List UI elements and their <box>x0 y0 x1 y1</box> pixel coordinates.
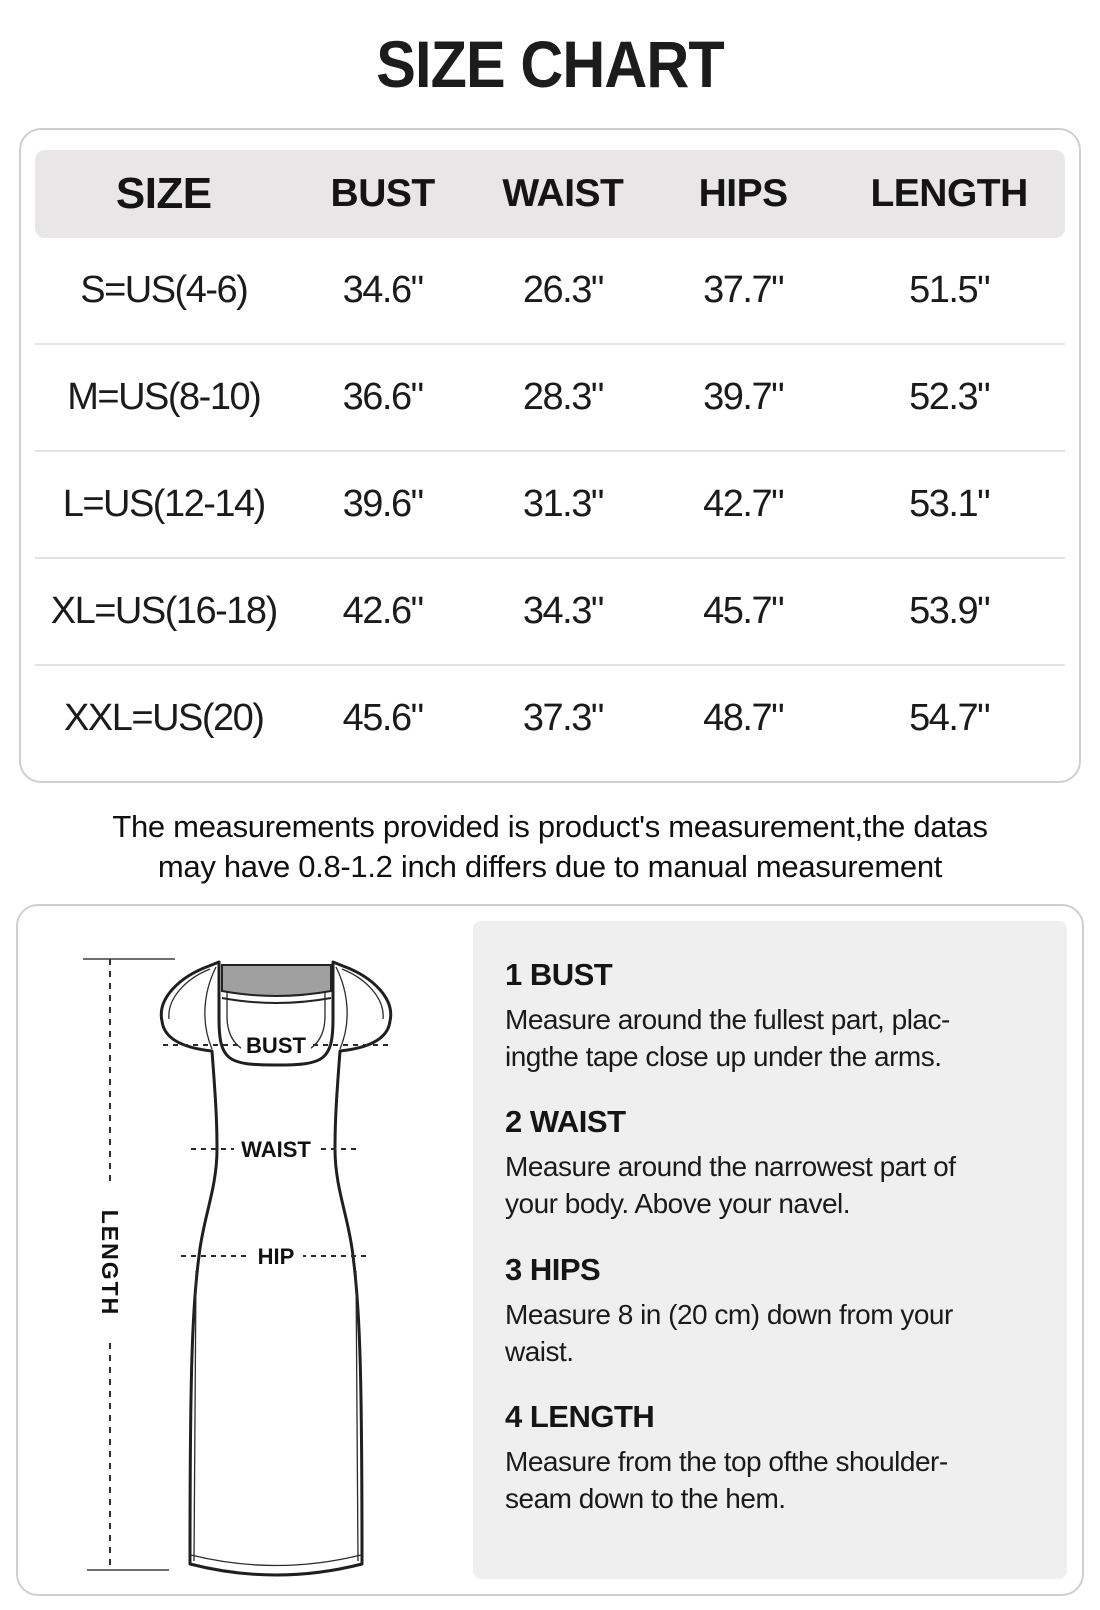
dress-diagram-svg: BUST WAIST HIP LENGTH <box>83 957 393 1577</box>
table-row: L=US(12-14) 39.6" 31.3" 42.7" 53.1" <box>35 452 1065 559</box>
size-table-card: SIZE BUST WAIST HIPS LENGTH S=US(4-6) 34.6" 26… <box>19 128 1081 783</box>
instruction-section: 3 HIPS Measure 8 in (20 cm) down from yo… <box>505 1252 1039 1370</box>
page-title: SIZE CHART <box>376 27 724 101</box>
length-label-bg <box>93 1182 127 1343</box>
column-header-bust: BUST <box>330 172 436 215</box>
table-row: S=US(4-6) 34.6" 26.3" 37.7" 51.5" <box>35 238 1065 345</box>
instruction-body: Measure 8 in (20 cm) down from your wais… <box>505 1298 953 1367</box>
instruction-body: Measure around the narrowest part of you… <box>505 1151 956 1220</box>
length-label: LENGTH <box>97 1209 123 1316</box>
waist-label: WAIST <box>241 1137 311 1162</box>
column-header-hips: HIPS <box>698 172 789 215</box>
neckline-band-lower-line <box>221 996 332 1004</box>
value-cell: 39.7" <box>703 376 784 418</box>
value-cell: 42.7" <box>703 483 784 525</box>
value-cell: 42.6" <box>342 590 424 632</box>
instruction-body: Measure around the fullest part, plac- i… <box>505 1003 950 1072</box>
table-header-row: SIZE BUST WAIST HIPS LENGTH <box>35 150 1065 238</box>
column-header-size: SIZE <box>115 169 212 218</box>
size-cell: S=US(4-6) <box>80 269 249 311</box>
note-text: The measurements provided is product's m… <box>112 809 988 885</box>
instruction-section: 2 WAIST Measure around the narrowest part… <box>505 1104 1039 1222</box>
dress-diagram: BUST WAIST HIP LENGTH <box>33 921 465 1579</box>
value-cell: 54.7" <box>909 697 990 739</box>
value-cell: 31.3" <box>522 483 604 525</box>
instructions-panel: 1 BUST Measure around the fullest part, p… <box>473 920 1067 1579</box>
table-row: XL=US(16-18) 42.6" 34.3" 45.7" 53.9" <box>35 559 1065 666</box>
neckline-band <box>221 963 332 997</box>
hip-label-bg <box>249 1240 303 1271</box>
value-cell: 39.6" <box>342 483 424 525</box>
column-header-length: LENGTH <box>870 172 1028 215</box>
instruction-heading: 2 WAIST <box>505 1104 626 1140</box>
value-cell: 52.3" <box>909 376 990 418</box>
value-cell: 48.7" <box>703 697 784 739</box>
instruction-heading: 3 HIPS <box>505 1251 601 1287</box>
table-row: M=US(8-10) 36.6" 28.3" 39.7" 52.3" <box>35 345 1065 452</box>
instruction-section: 1 BUST Measure around the fullest part, p… <box>505 957 1039 1075</box>
measurement-guide-card: BUST WAIST HIP LENGTH 1 BUST Measure arou… <box>16 903 1084 1596</box>
value-cell: 37.3" <box>522 697 604 739</box>
instruction-heading: 4 LENGTH <box>505 1399 655 1434</box>
column-header-waist: WAIST <box>502 172 624 215</box>
instruction-section: 4 LENGTH Measure from the top ofthe shoul… <box>505 1399 1039 1517</box>
bust-label-bg <box>241 1029 311 1060</box>
size-cell: L=US(12-14) <box>62 483 267 525</box>
value-cell: 28.3" <box>522 376 604 418</box>
value-cell: 34.3" <box>522 590 604 632</box>
value-cell: 37.7" <box>703 269 784 311</box>
value-cell: 53.9" <box>909 590 990 632</box>
value-cell: 51.5" <box>909 269 990 311</box>
size-cell: M=US(8-10) <box>67 376 261 418</box>
instruction-heading: 1 BUST <box>505 956 613 992</box>
hip-label: HIP <box>258 1244 295 1269</box>
value-cell: 53.1" <box>909 483 990 525</box>
bust-label: BUST <box>246 1033 306 1058</box>
size-cell: XXL=US(20) <box>64 697 265 739</box>
value-cell: 26.3" <box>522 269 604 311</box>
value-cell: 34.6" <box>342 269 424 311</box>
value-cell: 45.6" <box>342 697 424 739</box>
value-cell: 45.7" <box>703 590 784 632</box>
value-cell: 36.6" <box>342 376 424 418</box>
table-body: S=US(4-6) 34.6" 26.3" 37.7" 51.5" M=US(8-10) 3… <box>35 238 1065 771</box>
waist-label-bg <box>234 1133 318 1164</box>
size-cell: XL=US(16-18) <box>50 590 278 632</box>
table-row: XXL=US(20) 45.6" 37.3" 48.7" 54.7" <box>35 666 1065 771</box>
instruction-body: Measure from the top ofthe shoulder- sea… <box>505 1446 948 1515</box>
